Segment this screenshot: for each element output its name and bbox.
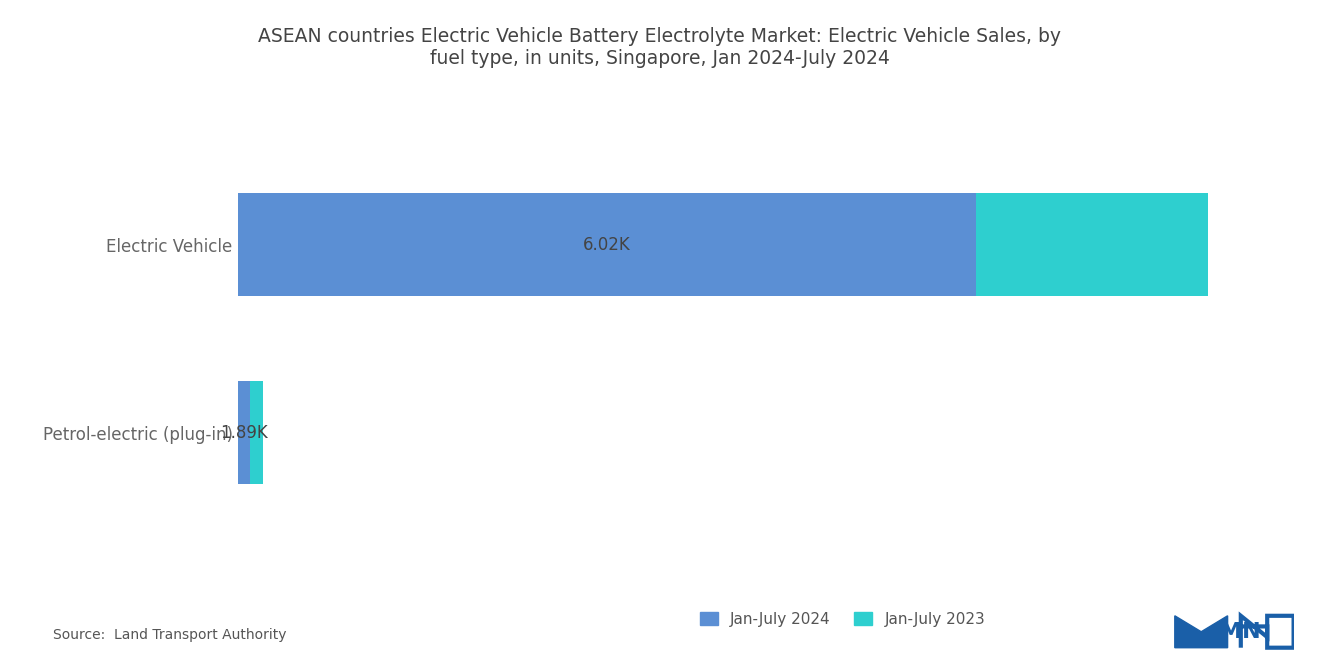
Bar (977, 193, 1208, 297)
Text: MN: MN (1221, 622, 1261, 642)
Polygon shape (1175, 616, 1228, 648)
Legend: Jan-July 2024, Jan-July 2023: Jan-July 2024, Jan-July 2023 (693, 605, 991, 633)
Bar (238, 193, 977, 297)
Text: ASEAN countries Electric Vehicle Battery Electrolyte Market: Electric Vehicle Sa: ASEAN countries Electric Vehicle Battery… (259, 27, 1061, 68)
Bar (249, 381, 264, 484)
Text: 1.89K: 1.89K (219, 424, 268, 442)
Text: 6.02K: 6.02K (583, 235, 631, 253)
Text: Source:  Land Transport Authority: Source: Land Transport Authority (53, 628, 286, 642)
Bar (238, 381, 249, 484)
